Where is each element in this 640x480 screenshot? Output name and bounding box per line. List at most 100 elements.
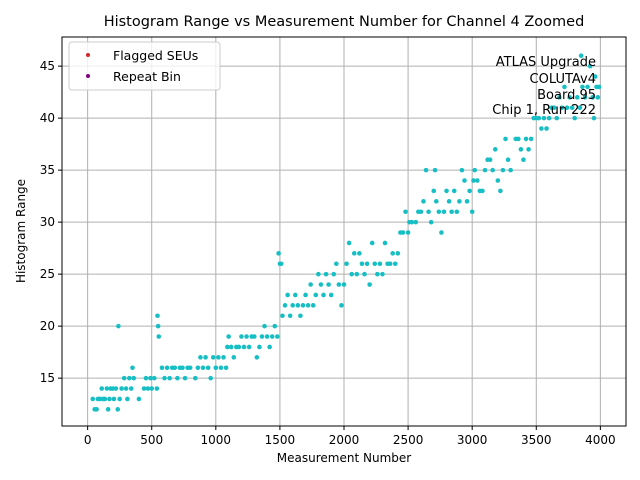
data-point <box>121 375 127 381</box>
data-point <box>551 105 557 111</box>
data-point <box>149 386 155 391</box>
x-tick-label: 3000 <box>457 433 488 447</box>
data-point <box>113 386 119 391</box>
data-point <box>292 292 298 298</box>
data-point <box>469 209 475 215</box>
data-point <box>433 199 439 204</box>
data-point <box>300 303 306 308</box>
x-tick-label: 1000 <box>201 433 232 447</box>
data-point <box>413 219 419 225</box>
data-point <box>382 240 388 246</box>
data-point <box>287 313 293 319</box>
data-point <box>102 396 108 402</box>
y-axis-label: Histogram Range <box>14 179 28 283</box>
y-tick-label: 35 <box>40 163 55 177</box>
data-point <box>377 261 383 267</box>
data-point <box>208 375 213 381</box>
x-axis-label: Measurement Number <box>277 451 411 465</box>
data-point <box>580 84 585 90</box>
data-point <box>226 334 231 339</box>
data-point <box>539 126 544 131</box>
data-point <box>167 375 172 381</box>
data-point <box>155 313 160 319</box>
data-point <box>541 115 547 121</box>
data-point <box>239 334 244 339</box>
data-point <box>97 396 103 402</box>
data-point <box>251 334 257 339</box>
data-point <box>105 407 111 412</box>
data-point <box>436 209 442 215</box>
data-point <box>318 282 324 287</box>
data-point <box>395 251 401 256</box>
data-point <box>116 323 121 329</box>
annotation-line-2: COLUTAv4 <box>530 72 596 87</box>
data-point <box>578 53 584 59</box>
data-point <box>421 199 426 204</box>
y-tick-label: 25 <box>40 267 55 281</box>
data-point <box>221 355 226 360</box>
data-point <box>107 396 112 402</box>
data-point <box>308 282 313 287</box>
data-point <box>536 115 542 121</box>
data-point <box>574 95 580 100</box>
scatter-points <box>90 53 602 412</box>
data-point <box>344 261 349 267</box>
data-point <box>518 147 524 152</box>
data-point <box>521 157 526 163</box>
data-point <box>592 74 598 79</box>
data-point <box>467 188 472 194</box>
data-point <box>321 292 326 298</box>
data-point <box>104 386 110 391</box>
data-point <box>457 199 462 204</box>
data-point <box>482 167 488 173</box>
data-point <box>557 95 562 100</box>
data-point <box>326 282 331 287</box>
data-point <box>141 386 147 391</box>
data-point <box>193 375 198 381</box>
x-tick-label: 4000 <box>585 433 616 447</box>
annotation-line-4: Chip 1, Run 222 <box>492 103 596 118</box>
data-point <box>290 303 296 308</box>
data-point <box>117 396 122 402</box>
data-point <box>276 251 281 256</box>
data-point <box>582 95 588 100</box>
data-point <box>528 136 534 142</box>
data-point <box>500 167 506 173</box>
y-tick-label: 45 <box>40 59 55 73</box>
legend-label-flagged-seus: Flagged SEUs <box>113 48 198 63</box>
x-tick-label: 3500 <box>521 433 552 447</box>
data-point <box>587 63 593 69</box>
data-point <box>339 303 344 308</box>
data-point <box>591 115 597 121</box>
data-point <box>136 396 142 402</box>
data-point <box>303 292 308 298</box>
data-point <box>213 365 219 371</box>
data-point <box>475 178 480 183</box>
data-point <box>567 95 572 100</box>
data-point <box>94 407 99 412</box>
x-tick-label: 500 <box>140 433 163 447</box>
data-point <box>110 386 115 391</box>
chart-title: Histogram Range vs Measurement Number fo… <box>104 14 585 30</box>
y-tick-label: 40 <box>40 111 55 125</box>
data-point <box>131 375 137 381</box>
data-point <box>403 209 408 215</box>
data-point <box>359 261 365 267</box>
data-point <box>596 84 602 90</box>
data-point <box>198 355 203 360</box>
data-point <box>503 136 508 142</box>
data-point <box>472 167 478 173</box>
data-point <box>175 375 180 381</box>
annotation: ATLAS Upgrade COLUTAv4 Board 95 Chip 1, … <box>492 55 596 118</box>
data-point <box>130 365 135 371</box>
data-point <box>264 334 270 339</box>
data-point <box>346 240 352 246</box>
data-point <box>125 396 130 402</box>
x-tick-label: 2000 <box>329 433 360 447</box>
data-point <box>351 251 357 256</box>
data-point <box>151 375 157 381</box>
data-point <box>405 230 411 235</box>
data-point <box>572 115 578 121</box>
data-point <box>544 126 549 131</box>
